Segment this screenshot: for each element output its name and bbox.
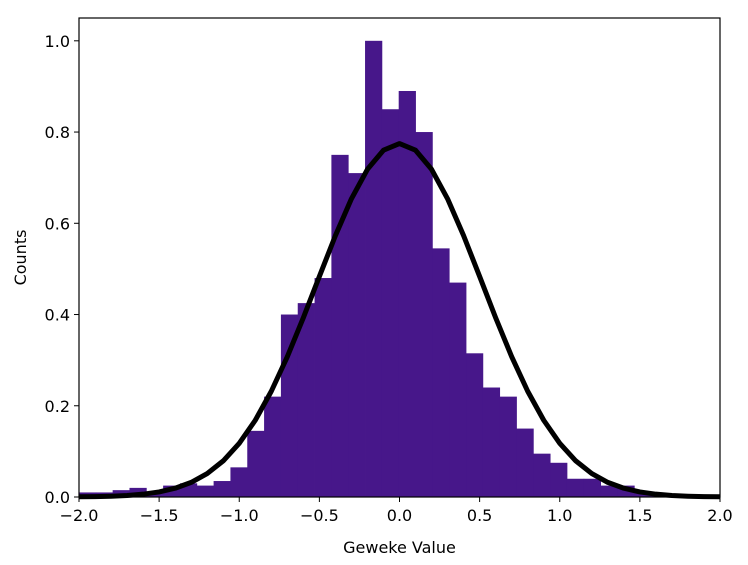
histogram-bar [482, 387, 501, 497]
y-axis-label: Counts [11, 230, 30, 286]
histogram-bar [196, 485, 215, 497]
histogram-bar [365, 40, 383, 498]
y-tick-label: 0.8 [45, 123, 70, 142]
histogram-bar [533, 453, 551, 497]
histogram-bar [230, 467, 248, 497]
histogram-bar [398, 90, 416, 497]
x-tick-label: −1.5 [140, 506, 179, 525]
y-tick-label: 0.0 [45, 488, 70, 507]
histogram-bar [314, 278, 332, 497]
histogram-bar [499, 396, 517, 497]
histogram-bar [550, 462, 568, 497]
y-tick-label: 0.2 [45, 397, 70, 416]
histogram-bar [432, 248, 450, 497]
histogram-bar [583, 478, 602, 497]
y-axis-ticks: 0.0 0.2 0.4 0.6 0.8 1.0 [45, 32, 79, 507]
x-tick-label: −1.0 [220, 506, 259, 525]
x-tick-label: 0.0 [387, 506, 412, 525]
normal-fit-curve [78, 141, 721, 500]
x-tick-label: 2.0 [707, 506, 732, 525]
histogram-bar [297, 303, 315, 497]
histogram-bar [213, 481, 231, 497]
histogram-bar [381, 109, 400, 497]
histogram-bar [348, 173, 366, 497]
x-axis-ticks: −2.0 −1.5 −1.0 −0.5 0.0 0.5 1.0 1.5 2.0 [60, 497, 733, 525]
y-tick-label: 0.4 [45, 306, 70, 325]
histogram-bar [247, 430, 265, 497]
y-tick-label: 1.0 [45, 32, 70, 51]
histogram-bar [516, 428, 534, 497]
x-tick-label: 0.5 [467, 506, 492, 525]
histogram-bar [600, 485, 618, 497]
y-tick-label: 0.6 [45, 214, 70, 233]
histogram-bar [466, 353, 484, 497]
x-tick-label: −2.0 [60, 506, 99, 525]
x-axis-label: Geweke Value [343, 538, 456, 557]
histogram-bar [566, 478, 585, 497]
histogram-bar [449, 282, 467, 497]
histogram-bar [264, 396, 282, 497]
x-tick-label: 1.5 [627, 506, 652, 525]
histogram-bar [617, 485, 635, 497]
histogram-bar [415, 132, 433, 498]
x-tick-label: −0.5 [300, 506, 339, 525]
histogram-bars [79, 40, 719, 498]
x-tick-label: 1.0 [547, 506, 572, 525]
